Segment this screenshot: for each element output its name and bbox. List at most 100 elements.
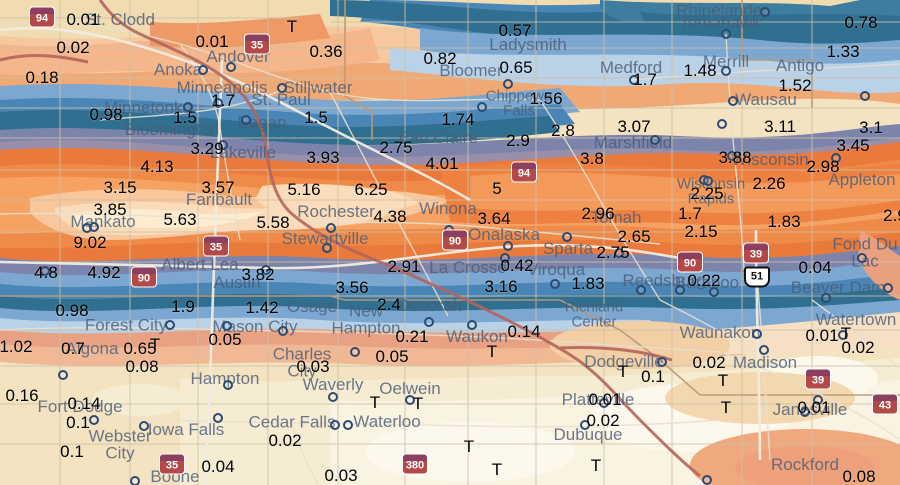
station-dot[interactable] [562, 232, 572, 242]
station-dot[interactable] [424, 317, 434, 327]
precip-value: 0.05 [208, 330, 242, 349]
station-dot[interactable] [614, 248, 624, 258]
station-dot[interactable] [89, 415, 99, 425]
station-dot[interactable] [503, 79, 513, 89]
station-dot[interactable] [629, 75, 639, 85]
trace-marker: T [369, 393, 381, 412]
station-dot[interactable] [222, 321, 232, 331]
station-dot[interactable] [467, 320, 477, 330]
station-dot[interactable] [89, 222, 99, 232]
precip-value: 3.29 [190, 139, 224, 158]
station-dot[interactable] [550, 279, 560, 289]
station-dot[interactable] [223, 380, 233, 390]
precip-value: 4.38 [373, 207, 407, 226]
station-dot[interactable] [883, 283, 893, 293]
station-dot[interactable] [709, 287, 719, 297]
precip-value: 2.9 [883, 206, 900, 225]
precip-value: 3.45 [836, 136, 870, 155]
highway-shield-94: 94 [29, 6, 55, 28]
station-dot[interactable] [213, 98, 223, 108]
station-dot[interactable] [675, 285, 685, 295]
precip-value: 0.1 [66, 413, 90, 432]
precip-value: 5.16 [287, 180, 321, 199]
station-dot[interactable] [226, 62, 236, 72]
precip-value: 0.78 [844, 13, 878, 32]
highway-shield-90: 90 [677, 251, 703, 273]
station-dot[interactable] [857, 253, 867, 263]
precip-value: 0.65 [499, 58, 533, 77]
station-dot[interactable] [760, 7, 770, 17]
precip-value: 3.1 [859, 118, 883, 137]
station-dot[interactable] [636, 285, 646, 295]
station-dot[interactable] [580, 420, 590, 430]
station-dot[interactable] [821, 293, 831, 303]
station-dot[interactable] [198, 65, 208, 75]
precip-value: 0.14 [507, 322, 541, 341]
precip-value: 1.83 [571, 274, 605, 293]
precip-value: 1.5 [173, 108, 197, 127]
station-dot[interactable] [727, 151, 737, 161]
station-dot[interactable] [130, 476, 140, 485]
station-dot[interactable] [350, 347, 360, 357]
trace-marker: T [617, 362, 629, 381]
station-dot[interactable] [657, 357, 667, 367]
station-dot[interactable] [599, 398, 609, 408]
station-dot[interactable] [40, 266, 50, 276]
precip-value: 1.7 [633, 70, 657, 89]
station-dot[interactable] [165, 320, 175, 330]
precip-value: 3.8 [580, 149, 604, 168]
station-dot[interactable] [326, 223, 336, 233]
station-dot[interactable] [503, 241, 513, 251]
station-dot[interactable] [813, 395, 823, 405]
precip-value: 2.75 [596, 243, 630, 262]
station-dot[interactable] [343, 420, 353, 430]
station-dot[interactable] [328, 392, 338, 402]
precip-value: 0.04 [201, 457, 235, 476]
station-dot[interactable] [277, 83, 287, 93]
trace-marker: T [463, 437, 475, 456]
station-dot[interactable] [721, 66, 731, 76]
station-dot[interactable] [650, 135, 660, 145]
station-dot[interactable] [405, 395, 415, 405]
station-dot[interactable] [721, 29, 731, 39]
station-dot[interactable] [218, 140, 228, 150]
station-dot[interactable] [860, 91, 870, 101]
precip-value: 0.82 [423, 49, 457, 68]
station-dot[interactable] [702, 475, 712, 485]
station-dot[interactable] [752, 329, 762, 339]
precip-value: 4.92 [87, 263, 121, 282]
precip-value: 0.01 [805, 326, 839, 345]
precip-value: 4.8 [34, 263, 58, 282]
station-dot[interactable] [278, 326, 288, 336]
station-dot[interactable] [500, 253, 510, 263]
station-dot[interactable] [800, 407, 810, 417]
station-dot[interactable] [838, 330, 848, 340]
highway-shield-94: 94 [511, 161, 537, 183]
precip-value: 0.1 [641, 367, 665, 386]
station-dot[interactable] [831, 153, 841, 163]
station-dot[interactable] [477, 102, 487, 112]
precip-value: 2.9 [506, 131, 530, 150]
station-dot[interactable] [759, 345, 769, 355]
precip-value: 4.13 [140, 157, 174, 176]
precip-value: 0.1 [60, 442, 84, 461]
station-dot[interactable] [703, 176, 713, 186]
precip-value: 0.57 [498, 21, 532, 40]
precip-value: 9.02 [73, 233, 107, 252]
station-dot[interactable] [213, 413, 223, 423]
station-dot[interactable] [717, 119, 727, 129]
station-dot[interactable] [183, 102, 193, 112]
station-dot[interactable] [330, 420, 340, 430]
station-dot[interactable] [241, 115, 251, 125]
station-dot[interactable] [728, 96, 738, 106]
precip-value: 0.98 [55, 301, 89, 320]
highway-shield-90: 90 [442, 229, 468, 251]
station-dot[interactable] [139, 421, 149, 431]
station-dot[interactable] [261, 265, 271, 275]
station-dot[interactable] [58, 370, 68, 380]
precip-value: 1.48 [683, 61, 717, 80]
highway-shield-35: 35 [159, 453, 185, 475]
station-dot[interactable] [322, 243, 332, 253]
precip-value: 0.01 [195, 32, 229, 51]
